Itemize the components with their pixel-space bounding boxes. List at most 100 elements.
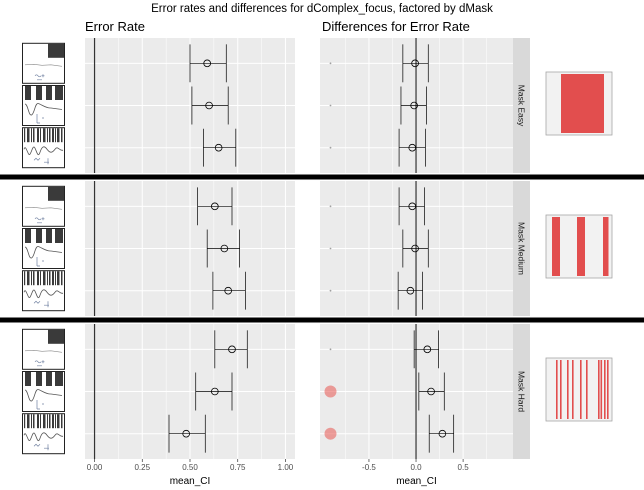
facet-strip: [513, 38, 530, 173]
stimulus-bar: [24, 271, 26, 286]
mean-point: [205, 101, 213, 110]
stimulus-bar: [48, 186, 64, 201]
facet-separators: [0, 174, 644, 323]
stimulus-bar: [25, 86, 31, 100]
facet-panel: [85, 324, 295, 459]
stimulus-bar: [37, 128, 39, 143]
stimulus-thumbnail: [22, 371, 65, 412]
stimulus-bar: [33, 414, 35, 429]
mean-point: [182, 429, 190, 438]
mean-point: [411, 59, 419, 68]
significance-marker: [329, 62, 332, 65]
stimulus-glyph: [36, 257, 44, 267]
x-axes: 0.00 0.25 0.50 0.75 1.00 -0.5 0.0 0.5: [87, 459, 469, 472]
mean-point: [211, 202, 219, 211]
mask-thumbnail: [545, 357, 613, 422]
x-tick-label: 0.00: [87, 463, 103, 472]
stimulus-bar: [40, 128, 41, 143]
stimulus-trace: [24, 103, 63, 116]
stimulus-bar: [55, 271, 56, 286]
error-bar: [168, 414, 206, 453]
facet-strip: [513, 181, 530, 316]
error-bar: [428, 414, 455, 453]
error-bar: [191, 86, 229, 125]
error-bar: [189, 44, 227, 83]
error-bar: [214, 330, 248, 369]
x-tick-label: 0.0: [410, 463, 422, 472]
stimulus-bar: [57, 414, 60, 429]
stimulus-bar: [57, 271, 60, 286]
mean-point: [438, 429, 447, 438]
error-bar: [400, 86, 427, 125]
stimulus-thumbnail: [22, 42, 65, 84]
significance-marker: [329, 289, 332, 292]
mask-bar: [580, 360, 582, 419]
stimulus-glyph: [33, 443, 49, 451]
chart-title: Error rates and differences for dComplex…: [151, 3, 493, 15]
stimulus-bar: [55, 414, 56, 429]
x-axis-title-error-rate: mean_CI: [170, 476, 211, 487]
stimulus-bar: [61, 271, 63, 286]
mean-point: [408, 202, 417, 211]
mean-point: [427, 387, 435, 396]
mask-bar: [600, 360, 603, 419]
stimulus-bar: [48, 329, 64, 344]
mask-bar: [604, 360, 606, 419]
x-tick-label: 0.5: [458, 463, 470, 472]
stimulus-thumbnail: [22, 413, 65, 455]
error-bar: [413, 330, 439, 369]
stimulus-thumbnail: [22, 228, 65, 269]
stimulus-bar: [40, 271, 41, 286]
mask-bar: [586, 360, 588, 419]
significance-marker: [324, 385, 337, 398]
stimulus-bar: [27, 271, 30, 286]
stimulus-glyph: [34, 217, 45, 224]
stimulus-bar: [31, 128, 32, 143]
stimulus-bar: [36, 86, 42, 100]
stimulus-thumbnail: [22, 127, 65, 169]
x-tick-label: -0.5: [362, 463, 376, 472]
x-tick-label: 0.75: [230, 463, 246, 472]
stimulus-bar: [49, 271, 51, 286]
stimulus-glyph: [36, 114, 44, 124]
stimulus-trace: [24, 206, 63, 210]
stimulus-bar: [25, 372, 31, 386]
x-tick-label: 0.50: [182, 463, 198, 472]
mean-point: [423, 345, 432, 354]
panel-title-differences: Differences for Error Rate: [322, 19, 470, 34]
x-axis-title-differences: mean_CI: [396, 476, 437, 487]
mean-point: [220, 244, 229, 253]
facet-strip-label: Mask Hard: [517, 371, 527, 412]
stimulus-bar: [43, 414, 46, 429]
mask-bar: [567, 360, 569, 419]
stimulus-thumbnail: [22, 85, 65, 126]
stimulus-trace: [23, 289, 64, 299]
stimulus-bar: [46, 229, 52, 243]
facet-strip: [513, 324, 530, 459]
stimulus-bar: [49, 414, 51, 429]
stimulus-bar: [55, 128, 56, 143]
error-bar: [397, 271, 423, 310]
mask-bar: [560, 360, 562, 419]
stimulus-bar: [33, 271, 35, 286]
error-bar: [206, 229, 240, 268]
error-bar: [197, 187, 233, 226]
facet-strips: Mask Easy Mask Medium Mask Hard: [513, 38, 530, 459]
stimulus-trace: [24, 389, 63, 402]
mean-point: [214, 143, 223, 152]
mask-bar: [598, 360, 600, 419]
stimulus-bar: [46, 372, 52, 386]
significance-marker: [329, 247, 332, 250]
facet-panel: [85, 38, 295, 173]
stimulus-bar: [47, 271, 48, 286]
stimulus-bar: [40, 414, 41, 429]
significance-marker: [324, 427, 337, 440]
mask-thumbnail: [545, 214, 613, 279]
error-bar: [203, 128, 237, 167]
error-bar: [212, 271, 246, 310]
stimulus-bar: [47, 414, 48, 429]
stimulus-trace: [24, 63, 63, 67]
stimulus-bar: [55, 229, 63, 243]
stimulus-bar: [52, 271, 54, 286]
stimulus-thumbnail: [22, 270, 65, 312]
